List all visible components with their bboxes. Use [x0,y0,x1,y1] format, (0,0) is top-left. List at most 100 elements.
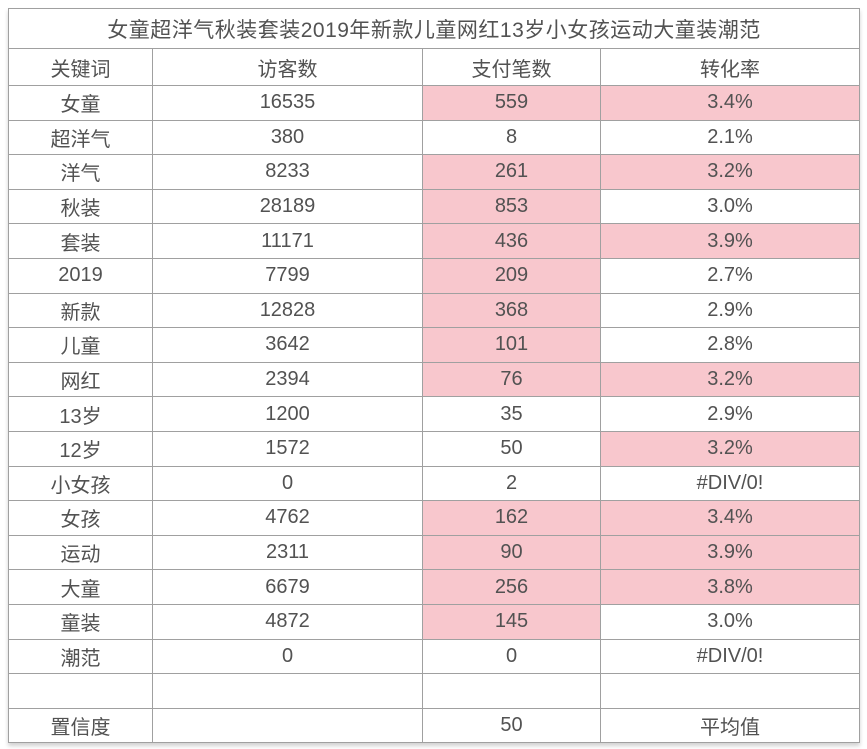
conversion-cell: 3.4% [599,85,861,121]
payments-cell: 209 [422,257,601,294]
table-row: 潮范 0 0 #DIV/0! [8,638,861,675]
visitors-cell: 4762 [152,500,423,536]
payments-cell: 261 [422,154,601,190]
keyword-cell: 大童 [8,569,153,605]
table-row: 套装 11171 436 3.9% [8,223,861,259]
table-row: 新款 12828 368 2.9% [8,292,861,329]
conversion-cell: 2.9% [599,292,861,329]
keyword-data-table: 女童超洋气秋装套装2019年新款儿童网红13岁小女孩运动大童装潮范 关键词 访客… [7,8,861,744]
visitors-cell: 4872 [152,603,423,640]
keyword-cell: 小女孩 [8,465,153,502]
keyword-cell: 秋装 [8,188,153,225]
keyword-cell: 女童 [8,85,153,121]
table-body: 女童 16535 559 3.4% 超洋气 380 8 2.1% 洋气 8233 261 3.2% 秋装… [8,85,861,744]
payments-cell: 559 [422,85,601,121]
payments-cell: 162 [422,500,601,536]
visitors-cell: 16535 [152,85,423,121]
keyword-report: 女童超洋气秋装套装2019年新款儿童网红13岁小女孩运动大童装潮范 关键词 访客… [7,8,861,744]
keyword-cell: 洋气 [8,154,153,190]
visitors-cell: 8233 [152,154,423,190]
payments-cell: 853 [422,188,601,225]
keyword-cell: 儿童 [8,327,153,363]
conversion-cell: 3.0% [599,188,861,225]
visitors-cell: 1572 [152,430,423,467]
conversion-cell: #DIV/0! [599,465,861,502]
table-title: 女童超洋气秋装套装2019年新款儿童网红13岁小女孩运动大童装潮范 [7,8,861,49]
keyword-cell: 超洋气 [8,119,153,156]
visitors-cell [152,673,423,709]
visitors-cell: 6679 [152,569,423,605]
visitors-cell: 2311 [152,534,423,571]
visitors-cell: 0 [152,465,423,502]
column-header-conversion: 转化率 [599,48,861,86]
column-header-keyword: 关键词 [8,48,153,86]
table-row [8,673,861,709]
conversion-cell: 3.0% [599,603,861,640]
table-row: 2019 7799 209 2.7% [8,257,861,294]
conversion-cell: 3.2% [599,430,861,467]
table-row: 小女孩 0 2 #DIV/0! [8,465,861,502]
table-row: 洋气 8233 261 3.2% [8,154,861,190]
title-row: 女童超洋气秋装套装2019年新款儿童网红13岁小女孩运动大童装潮范 [7,8,861,49]
payments-cell: 2 [422,465,601,502]
table-row: 女孩 4762 162 3.4% [8,500,861,536]
conversion-cell: 2.9% [599,396,861,432]
conversion-cell: 2.8% [599,327,861,363]
table-row: 运动 2311 90 3.9% [8,534,861,571]
payments-cell: 368 [422,292,601,329]
visitors-cell: 380 [152,119,423,156]
keyword-cell: 网红 [8,361,153,398]
visitors-cell: 0 [152,638,423,675]
column-header-payments: 支付笔数 [422,48,601,86]
conversion-cell: 3.2% [599,154,861,190]
conversion-cell: 平均值 [599,707,861,744]
payments-cell: 35 [422,396,601,432]
conversion-cell: 3.8% [599,569,861,605]
visitors-cell: 3642 [152,327,423,363]
payments-cell: 50 [422,707,601,744]
keyword-cell: 12岁 [8,430,153,467]
header-row: 关键词 访客数 支付笔数 转化率 [8,48,861,86]
conversion-cell: 3.4% [599,500,861,536]
payments-cell: 145 [422,603,601,640]
payments-cell: 90 [422,534,601,571]
conversion-cell: 3.2% [599,361,861,398]
keyword-cell: 套装 [8,223,153,259]
column-header-visitors: 访客数 [152,48,423,86]
conversion-cell: 2.1% [599,119,861,156]
visitors-cell: 28189 [152,188,423,225]
visitors-cell: 12828 [152,292,423,329]
payments-cell: 256 [422,569,601,605]
visitors-cell: 1200 [152,396,423,432]
keyword-cell: 女孩 [8,500,153,536]
conversion-cell: #DIV/0! [599,638,861,675]
keyword-cell: 13岁 [8,396,153,432]
keyword-cell: 2019 [8,257,153,294]
keyword-cell: 潮范 [8,638,153,675]
visitors-cell: 2394 [152,361,423,398]
keyword-cell: 新款 [8,292,153,329]
table-row: 秋装 28189 853 3.0% [8,188,861,225]
table-row: 大童 6679 256 3.8% [8,569,861,605]
payments-cell: 76 [422,361,601,398]
conversion-cell: 3.9% [599,223,861,259]
payments-cell: 0 [422,638,601,675]
table-row: 网红 2394 76 3.2% [8,361,861,398]
conversion-cell [599,673,861,709]
table-row: 超洋气 380 8 2.1% [8,119,861,156]
keyword-cell: 运动 [8,534,153,571]
table-row: 置信度 50 平均值 [8,707,861,744]
payments-cell: 101 [422,327,601,363]
visitors-cell: 11171 [152,223,423,259]
table-row: 13岁 1200 35 2.9% [8,396,861,432]
payments-cell: 436 [422,223,601,259]
table-row: 12岁 1572 50 3.2% [8,430,861,467]
visitors-cell [152,707,423,744]
table-row: 童装 4872 145 3.0% [8,603,861,640]
keyword-cell: 置信度 [8,707,153,744]
conversion-cell: 3.9% [599,534,861,571]
payments-cell [422,673,601,709]
table-row: 儿童 3642 101 2.8% [8,327,861,363]
keyword-cell [8,673,153,709]
table-row: 女童 16535 559 3.4% [8,85,861,121]
